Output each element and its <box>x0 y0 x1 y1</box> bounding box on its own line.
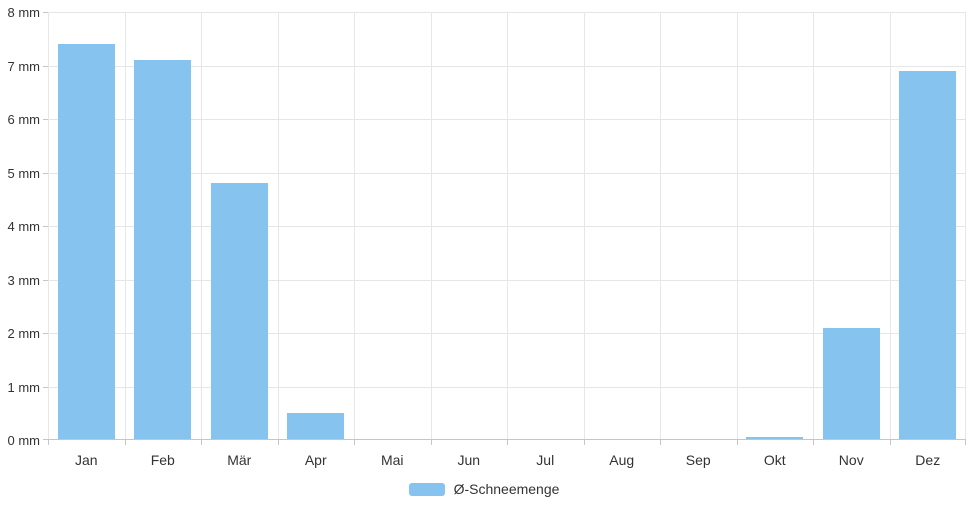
y-axis-tick <box>43 226 48 227</box>
y-axis-tick <box>43 173 48 174</box>
x-gridline <box>660 12 661 440</box>
x-gridline <box>354 12 355 440</box>
x-gridline <box>431 12 432 440</box>
x-axis-label-feb: Feb <box>150 452 175 468</box>
x-axis-line <box>48 439 966 440</box>
x-axis-tick <box>278 440 279 445</box>
y-axis-tick <box>43 12 48 13</box>
y-axis-label: 0 mm <box>7 433 41 448</box>
x-axis-tick <box>431 440 432 445</box>
x-axis-tick <box>660 440 661 445</box>
x-axis-tick <box>507 440 508 445</box>
x-gridline <box>48 12 49 440</box>
x-axis-label-apr: Apr <box>304 452 327 468</box>
bar-mär[interactable] <box>210 183 268 440</box>
x-axis-tick <box>737 440 738 445</box>
legend-item-schneemenge[interactable]: Ø-Schneemenge <box>408 481 560 497</box>
x-axis-label-jan: Jan <box>74 452 98 468</box>
y-axis-label: 3 mm <box>7 272 41 288</box>
y-axis-tick <box>43 333 48 334</box>
plot-area <box>43 12 966 445</box>
x-gridline <box>201 12 202 440</box>
y-axis-label: 7 mm <box>7 58 41 74</box>
y-axis-label: 4 mm <box>7 219 41 234</box>
bar-nov[interactable] <box>822 328 880 440</box>
x-axis-label-mär: Mär <box>227 452 252 468</box>
legend-label: Ø-Schneemenge <box>453 481 560 497</box>
x-axis-tick <box>584 440 585 445</box>
x-axis-label-jun: Jun <box>457 452 481 468</box>
x-gridline <box>125 12 126 440</box>
x-axis-tick <box>813 440 814 445</box>
x-axis-label-jul: Jul <box>536 452 555 468</box>
y-axis-label: 8 mm <box>7 5 41 20</box>
x-gridline <box>965 12 966 440</box>
y-axis: 0 mm 1 mm 2 mm 3 mm 4 mm 5 mm 6 mm 7 mm 8 mm <box>0 5 41 448</box>
x-axis-label-aug: Aug <box>609 452 635 468</box>
bar-okt[interactable] <box>746 437 804 440</box>
y-axis-tick <box>43 439 48 440</box>
x-axis-label-nov: Nov <box>838 452 864 468</box>
x-axis-label-sep: Sep <box>685 452 711 468</box>
x-axis-tick <box>354 440 355 445</box>
y-axis-label: 6 mm <box>7 112 41 127</box>
x-gridline <box>737 12 738 440</box>
y-axis-tick <box>43 280 48 281</box>
bar-dez[interactable] <box>899 71 957 440</box>
bar-apr[interactable] <box>287 413 345 440</box>
x-axis-tick <box>125 440 126 445</box>
y-axis-tick <box>43 66 48 67</box>
x-axis-tick <box>201 440 202 445</box>
y-axis-tick <box>43 119 48 120</box>
x-axis-tick <box>890 440 891 445</box>
x-axis-tick <box>48 440 49 445</box>
x-gridline <box>890 12 891 440</box>
x-axis-tick <box>965 440 966 445</box>
bar-feb[interactable] <box>134 60 192 440</box>
bar-jan[interactable] <box>57 44 115 440</box>
y-axis-label: 5 mm <box>7 165 41 181</box>
x-gridline <box>278 12 279 440</box>
x-axis-label-okt: Okt <box>763 452 786 468</box>
x-axis-label-dez: Dez <box>915 452 941 468</box>
legend-swatch <box>408 482 445 496</box>
x-gridline <box>507 12 508 440</box>
x-axis: Jan Feb Mär Apr Mai Jun Jul Aug Sep Okt Nov Dez <box>48 451 966 469</box>
x-gridline <box>813 12 814 440</box>
x-axis-label-mai: Mai <box>380 452 404 468</box>
y-axis-tick <box>43 387 48 388</box>
y-axis-label: 2 mm <box>7 326 41 341</box>
x-gridline <box>584 12 585 440</box>
y-axis-label: 1 mm <box>7 379 41 395</box>
legend: Ø-Schneemenge <box>0 481 968 497</box>
